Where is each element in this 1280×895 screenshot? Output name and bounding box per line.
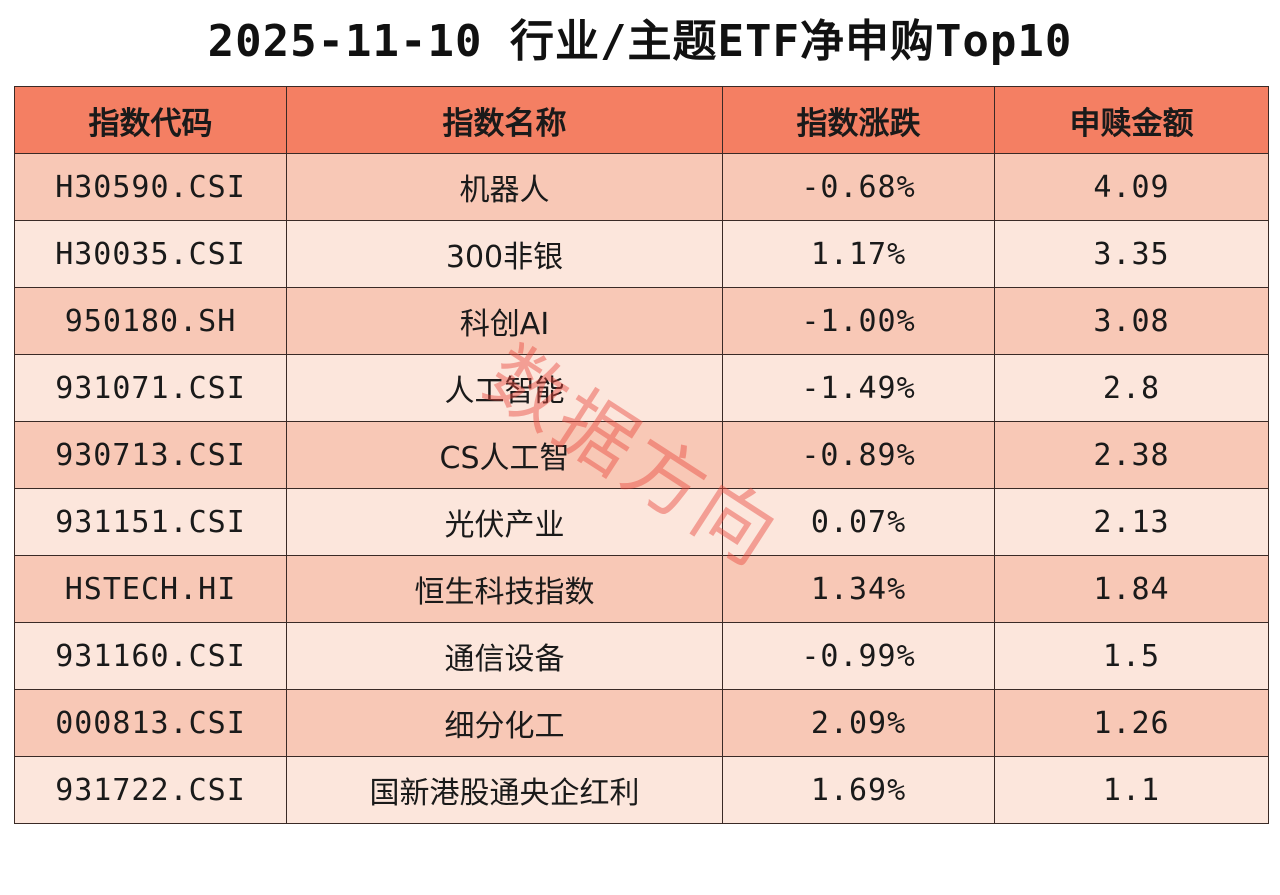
etf-table: 指数代码 指数名称 指数涨跌 申赎金额 H30590.CSI 机器人 -0.68…: [14, 86, 1269, 824]
header-index-code: 指数代码: [14, 86, 287, 154]
cell-amount: 1.5: [994, 622, 1269, 690]
cell-index-name: 细分化工: [286, 689, 723, 757]
header-index-name: 指数名称: [286, 86, 723, 154]
cell-index-name: 国新港股通央企红利: [286, 756, 723, 824]
page-title: 2025-11-10 行业/主题ETF净申购Top10: [207, 16, 1073, 67]
cell-index-code: 931160.CSI: [14, 622, 287, 690]
cell-index-code: 931151.CSI: [14, 488, 287, 556]
cell-index-change: -0.89%: [722, 421, 995, 489]
table-row: 930713.CSI CS人工智 -0.89% 2.38: [14, 421, 1269, 489]
cell-index-name: 人工智能: [286, 354, 723, 422]
cell-index-name: CS人工智: [286, 421, 723, 489]
cell-index-code: H30035.CSI: [14, 220, 287, 288]
cell-amount: 1.26: [994, 689, 1269, 757]
cell-index-change: 1.34%: [722, 555, 995, 623]
cell-amount: 1.1: [994, 756, 1269, 824]
cell-index-change: 1.69%: [722, 756, 995, 824]
cell-index-code: 000813.CSI: [14, 689, 287, 757]
cell-amount: 3.08: [994, 287, 1269, 355]
cell-amount: 3.35: [994, 220, 1269, 288]
table-row: H30035.CSI 300非银 1.17% 3.35: [14, 220, 1269, 288]
table-row: 931071.CSI 人工智能 -1.49% 2.8: [14, 354, 1269, 422]
cell-index-code: H30590.CSI: [14, 153, 287, 221]
table-row: 931160.CSI 通信设备 -0.99% 1.5: [14, 622, 1269, 690]
table-row: 950180.SH 科创AI -1.00% 3.08: [14, 287, 1269, 355]
table-row: HSTECH.HI 恒生科技指数 1.34% 1.84: [14, 555, 1269, 623]
cell-index-name: 科创AI: [286, 287, 723, 355]
table-row: 931151.CSI 光伏产业 0.07% 2.13: [14, 488, 1269, 556]
cell-index-change: 1.17%: [722, 220, 995, 288]
table-header-row: 指数代码 指数名称 指数涨跌 申赎金额: [14, 86, 1269, 154]
cell-amount: 2.13: [994, 488, 1269, 556]
header-subscription-amount: 申赎金额: [994, 86, 1269, 154]
cell-index-name: 恒生科技指数: [286, 555, 723, 623]
table-row: 931722.CSI 国新港股通央企红利 1.69% 1.1: [14, 756, 1269, 824]
cell-index-change: -0.68%: [722, 153, 995, 221]
cell-index-name: 光伏产业: [286, 488, 723, 556]
cell-index-code: 931071.CSI: [14, 354, 287, 422]
cell-index-code: 931722.CSI: [14, 756, 287, 824]
cell-index-name: 300非银: [286, 220, 723, 288]
cell-amount: 2.8: [994, 354, 1269, 422]
cell-amount: 1.84: [994, 555, 1269, 623]
cell-index-name: 通信设备: [286, 622, 723, 690]
cell-index-name: 机器人: [286, 153, 723, 221]
cell-amount: 4.09: [994, 153, 1269, 221]
cell-index-code: 930713.CSI: [14, 421, 287, 489]
cell-index-change: -1.00%: [722, 287, 995, 355]
cell-index-change: -0.99%: [722, 622, 995, 690]
cell-index-change: -1.49%: [722, 354, 995, 422]
cell-index-change: 2.09%: [722, 689, 995, 757]
cell-index-code: HSTECH.HI: [14, 555, 287, 623]
cell-index-code: 950180.SH: [14, 287, 287, 355]
cell-index-change: 0.07%: [722, 488, 995, 556]
table-row: H30590.CSI 机器人 -0.68% 4.09: [14, 153, 1269, 221]
cell-amount: 2.38: [994, 421, 1269, 489]
header-index-change: 指数涨跌: [722, 86, 995, 154]
table-row: 000813.CSI 细分化工 2.09% 1.26: [14, 689, 1269, 757]
